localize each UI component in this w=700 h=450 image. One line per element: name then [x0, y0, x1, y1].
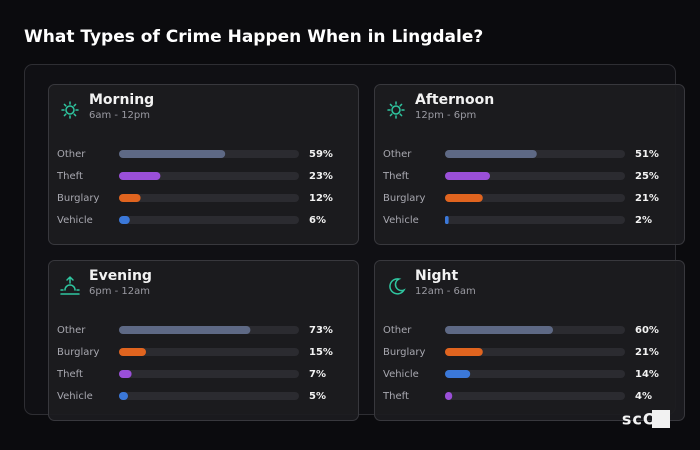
panel-subtitle: 12am - 6am [415, 286, 476, 297]
bar [445, 348, 483, 356]
bar-track [119, 216, 299, 224]
value-label: 2% [635, 215, 652, 226]
bar [445, 172, 490, 180]
bar [445, 150, 537, 158]
logo: scOS [622, 410, 670, 429]
logo-box [652, 410, 670, 428]
panel-bg [48, 260, 359, 421]
bar [119, 172, 161, 180]
panel-title: Afternoon [415, 92, 494, 108]
category-label: Other [57, 325, 86, 336]
category-label: Vehicle [383, 215, 419, 226]
bar-track [119, 194, 299, 202]
bar [445, 392, 453, 400]
bar-track [445, 172, 625, 180]
value-label: 21% [635, 193, 659, 204]
category-label: Theft [56, 171, 83, 182]
sun-icon [61, 101, 79, 119]
bar-track [119, 172, 299, 180]
panel-subtitle: 12pm - 6pm [415, 110, 476, 121]
panel-subtitle: 6am - 12pm [89, 110, 150, 121]
panel-bg [374, 260, 685, 421]
bar-track [445, 348, 625, 356]
category-label: Other [57, 149, 86, 160]
category-label: Burglary [57, 347, 99, 358]
panel: Afternoon 12pm - 6pm Other 51% Theft 25% Burgl… [374, 84, 685, 245]
bar [445, 370, 471, 378]
bar [445, 194, 483, 202]
value-label: 73% [309, 325, 333, 336]
category-label: Burglary [383, 347, 425, 358]
bar [445, 216, 449, 224]
category-label: Vehicle [57, 391, 93, 402]
category-label: Burglary [57, 193, 99, 204]
category-label: Burglary [383, 193, 425, 204]
value-label: 23% [309, 171, 333, 182]
bar-track [445, 194, 625, 202]
page-title: What Types of Crime Happen When in Lingd… [24, 27, 483, 47]
panel-bg [374, 84, 685, 245]
category-label: Vehicle [57, 215, 93, 226]
bar [119, 348, 146, 356]
bar [119, 194, 141, 202]
bar-track [445, 216, 625, 224]
bar-track [119, 348, 299, 356]
bar [119, 326, 251, 334]
value-label: 51% [635, 149, 659, 160]
panel: Night 12am - 6am Other 60% Burglary 21% Vehicl… [374, 260, 685, 421]
value-label: 12% [309, 193, 333, 204]
panel: Evening 6pm - 12am Other 73% Burglary 15% Thef… [48, 260, 359, 421]
value-label: 7% [309, 369, 326, 380]
bar [119, 392, 128, 400]
sun-icon [387, 101, 405, 119]
bar [119, 370, 132, 378]
bar-track [445, 392, 625, 400]
bar-track [445, 370, 625, 378]
category-label: Theft [382, 171, 409, 182]
value-label: 25% [635, 171, 659, 182]
bar-track [119, 392, 299, 400]
category-label: Other [383, 149, 412, 160]
panel-subtitle: 6pm - 12am [89, 286, 150, 297]
category-label: Theft [382, 391, 409, 402]
category-label: Other [383, 325, 412, 336]
panel: Morning 6am - 12pm Other 59% Theft 23% Burglar… [48, 84, 359, 245]
value-label: 15% [309, 347, 333, 358]
value-label: 14% [635, 369, 659, 380]
category-label: Theft [56, 369, 83, 380]
bar [119, 216, 130, 224]
category-label: Vehicle [383, 369, 419, 380]
value-label: 6% [309, 215, 326, 226]
panel-title: Night [415, 268, 459, 284]
panel-bg [48, 84, 359, 245]
value-label: 4% [635, 391, 652, 402]
bar-track [119, 370, 299, 378]
value-label: 59% [309, 149, 333, 160]
value-label: 21% [635, 347, 659, 358]
sunset-icon [60, 275, 80, 295]
value-label: 60% [635, 325, 659, 336]
value-label: 5% [309, 391, 326, 402]
moon-icon [389, 278, 406, 295]
bar [119, 150, 226, 158]
panel-title: Morning [89, 92, 154, 108]
bar [445, 326, 553, 334]
panel-title: Evening [89, 268, 152, 284]
